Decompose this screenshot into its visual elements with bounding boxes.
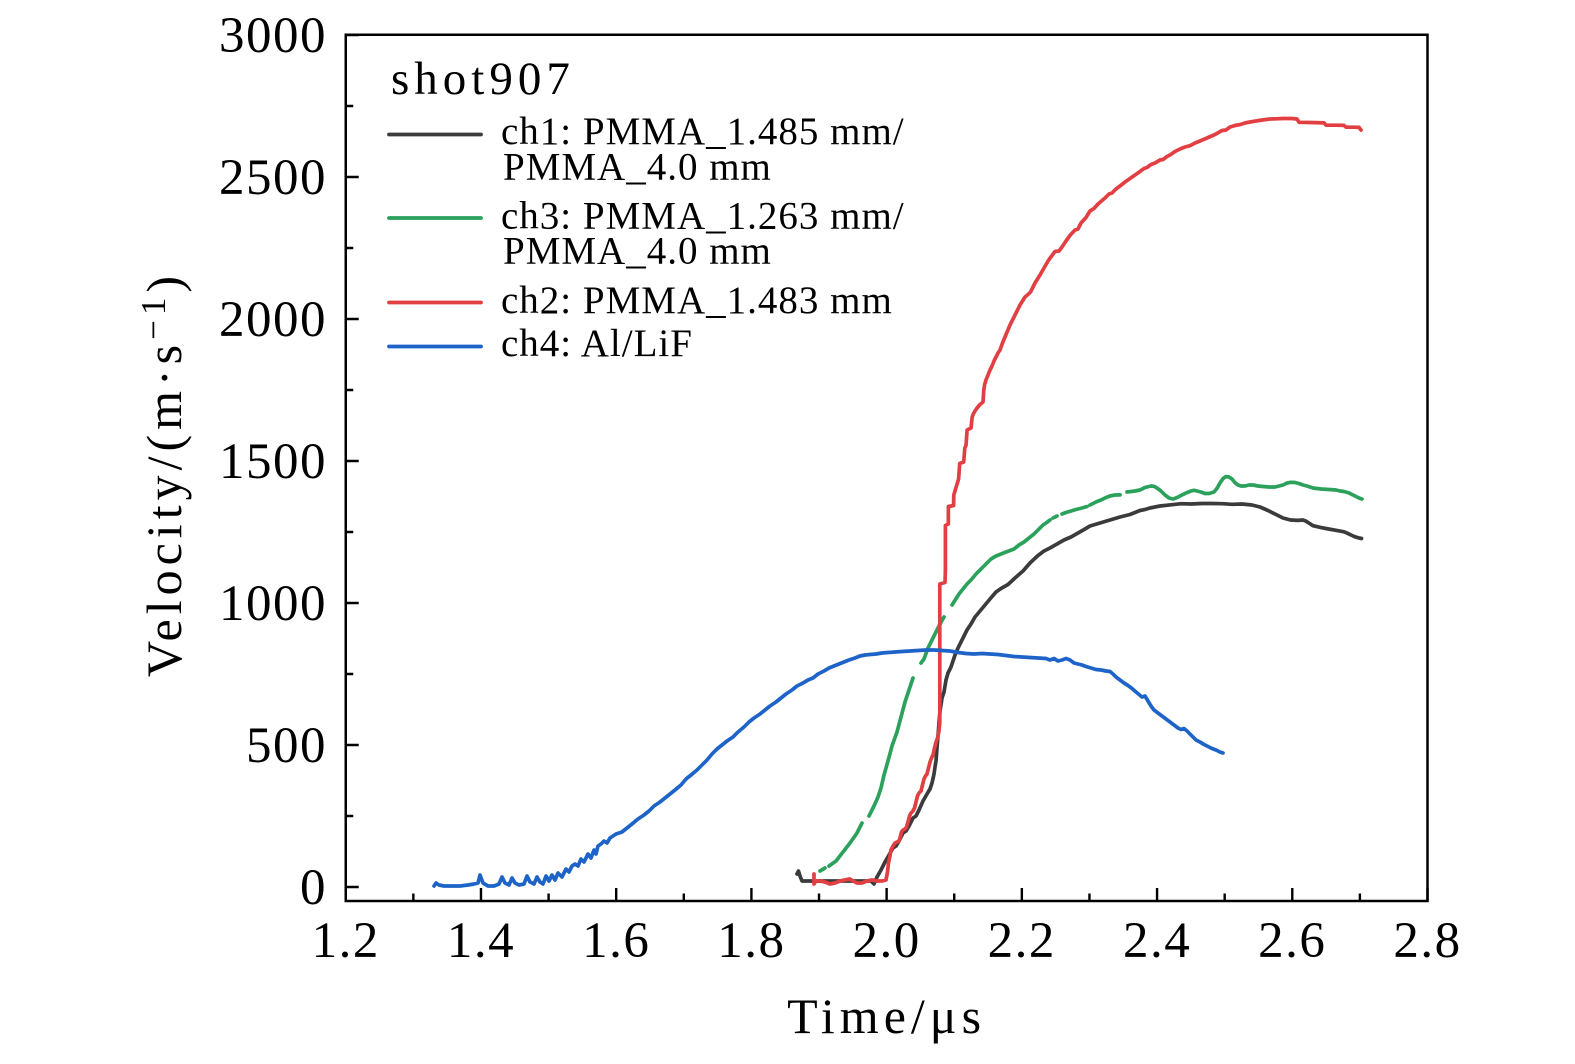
svg-text:2.2: 2.2 (988, 913, 1056, 969)
svg-text:3000: 3000 (219, 8, 327, 64)
svg-text:1.8: 1.8 (717, 913, 785, 969)
svg-text:ch3: PMMA_1.263 mm/: ch3: PMMA_1.263 mm/ (501, 195, 905, 238)
svg-text:Time/μs: Time/μs (787, 988, 986, 1044)
svg-text:1.6: 1.6 (582, 913, 650, 969)
svg-text:1.2: 1.2 (312, 913, 380, 969)
svg-text:1500: 1500 (219, 434, 327, 490)
svg-text:1000: 1000 (219, 576, 327, 632)
svg-text:1.4: 1.4 (447, 913, 515, 969)
svg-text:2.8: 2.8 (1393, 913, 1461, 969)
svg-text:PMMA_4.0 mm: PMMA_4.0 mm (503, 230, 772, 273)
svg-text:2.6: 2.6 (1258, 913, 1326, 969)
svg-text:shot907: shot907 (391, 53, 575, 105)
svg-text:2500: 2500 (219, 150, 327, 206)
svg-text:2000: 2000 (219, 292, 327, 348)
svg-text:2.4: 2.4 (1123, 913, 1191, 969)
svg-text:PMMA_4.0 mm: PMMA_4.0 mm (503, 146, 772, 189)
svg-text:0: 0 (300, 860, 327, 916)
svg-text:ch1: PMMA_1.485 mm/: ch1: PMMA_1.485 mm/ (501, 110, 905, 153)
svg-text:ch2: PMMA_1.483 mm: ch2: PMMA_1.483 mm (501, 279, 893, 322)
svg-text:2.0: 2.0 (852, 913, 920, 969)
svg-text:ch4: Al/LiF: ch4: Al/LiF (501, 322, 693, 365)
svg-text:500: 500 (246, 718, 327, 774)
